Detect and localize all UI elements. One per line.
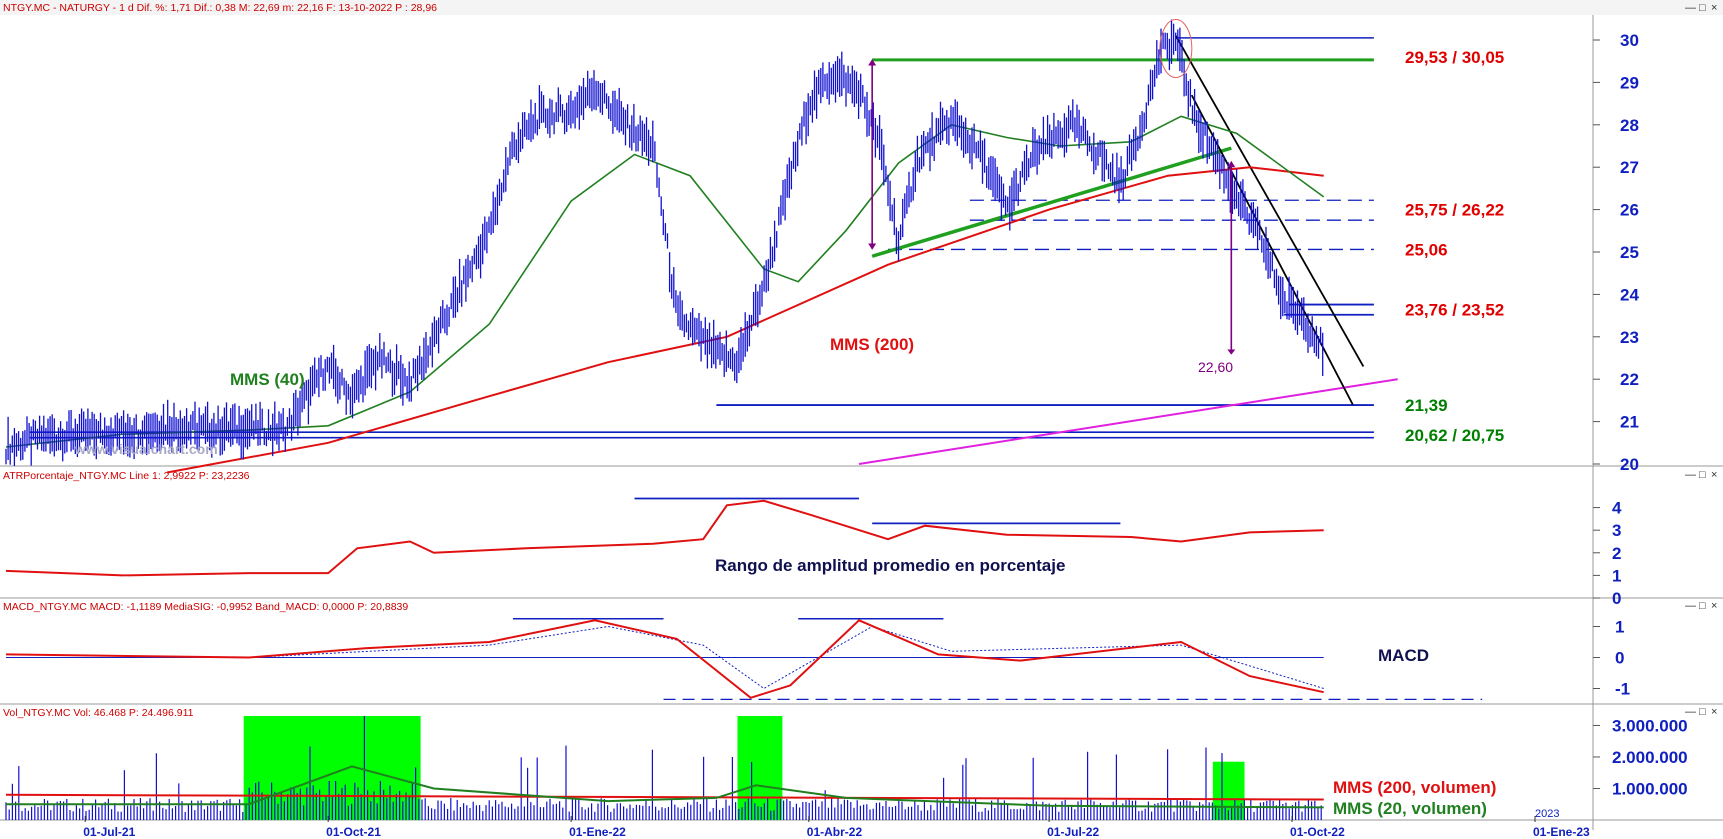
price-y-tick-label: 25 (1620, 243, 1639, 262)
x-tick-label: 01-Ene-22 (569, 825, 626, 839)
minimize-icon[interactable]: — (1685, 2, 1696, 14)
price-y-tick-label: 20 (1620, 455, 1639, 474)
volume-y-tick-label: 1.000.000 (1612, 779, 1688, 798)
atr-y-tick-label: 3 (1612, 521, 1621, 540)
watermark: www.visualchart.com (74, 441, 218, 457)
long-term-support-line (858, 378, 1398, 465)
maximize-icon[interactable]: □ (1699, 469, 1706, 481)
close-icon[interactable]: × (1711, 469, 1717, 481)
macd-y-tick-label: 0 (1615, 649, 1624, 668)
macd-signal-line (5, 625, 1324, 690)
axes: 01-Jul-21 01-Oct-21 01-Ene-22 01-Abr-22 01-J… (83, 816, 1590, 839)
minimize-icon[interactable]: — (1685, 469, 1696, 481)
atr-y-tick-label: 1 (1612, 566, 1621, 585)
level-label: 20,62 / 20,75 (1405, 426, 1504, 445)
price-y-tick-label: 30 (1620, 31, 1639, 50)
mms200-label: MMS (200) (830, 335, 914, 354)
macd-line (5, 619, 1324, 699)
mms40-label: MMS (40) (230, 370, 305, 389)
volume-highlight-zone (737, 716, 783, 820)
maximize-icon[interactable]: □ (1699, 600, 1706, 612)
price-panel-controls[interactable]: — □ × (1685, 2, 1717, 14)
ma40-line (5, 115, 1325, 448)
level-label: 23,76 / 23,52 (1405, 301, 1504, 320)
measure-arrow-1-tail (868, 243, 877, 250)
price-y-tick-label: 27 (1620, 158, 1639, 177)
top-highlight-circle (1159, 18, 1193, 78)
level-label: 21,39 (1405, 396, 1448, 415)
macd-y-tick-label: 1 (1615, 618, 1624, 637)
x-tick-label: 01-Jul-21 (83, 825, 135, 839)
macd-panel-header: MACD_NTGY.MC MACD: -1,1189 MediaSIG: -0,… (3, 601, 408, 613)
maximize-icon[interactable]: □ (1699, 2, 1706, 14)
atr-line (5, 499, 1324, 577)
volume-y-tick-label: 3.000.000 (1612, 716, 1688, 735)
level-label: 29,53 / 30,05 (1405, 48, 1504, 67)
year-marker: 2023 (1535, 808, 1559, 820)
rising-trendline (871, 146, 1232, 258)
channel-lower-line (1190, 94, 1354, 406)
atr-y-tick-label: 4 (1612, 499, 1622, 518)
x-tick-label: 01-Oct-22 (1290, 825, 1345, 839)
x-tick-label: 01-Jul-22 (1047, 825, 1099, 839)
minimize-icon[interactable]: — (1685, 706, 1696, 718)
x-tick-label: 01-Oct-21 (326, 825, 381, 839)
measure-arrow-2-tail (1227, 160, 1236, 168)
price-y-tick-label: 29 (1620, 73, 1639, 92)
volume-panel-header: Vol_NTGY.MC Vol: 46.468 P: 24.496.911 (3, 707, 194, 719)
price-y-tick-label: 28 (1620, 116, 1639, 135)
atr-y-tick-label: 0 (1612, 589, 1621, 608)
price-panel-header: NTGY.MC - NATURGY - 1 d Dif. %: 1,71 Dif… (3, 2, 437, 14)
macd-panel-controls[interactable]: — □ × (1685, 600, 1717, 612)
channel-upper-line (1175, 35, 1365, 367)
price-y-tick-label: 23 (1620, 328, 1639, 347)
price-y-tick-label: 21 (1620, 413, 1639, 432)
close-icon[interactable]: × (1711, 600, 1717, 612)
volume-ma200-line (5, 793, 1324, 801)
price-y-tick-label: 26 (1620, 201, 1639, 220)
maximize-icon[interactable]: □ (1699, 706, 1706, 718)
volume-panel: 3.000.000 2.000.000 1.000.000 (5, 716, 1688, 820)
ma200-line (166, 166, 1324, 474)
atr-description: Rango de amplitud promedio en porcentaje (715, 556, 1065, 575)
measure-arrow-1-head (868, 59, 877, 66)
x-tick-label: 01-Ene-23 (1533, 825, 1590, 839)
volume-ma20-line (6, 765, 1324, 809)
atr-panel-controls[interactable]: — □ × (1685, 469, 1717, 481)
volume-panel-controls[interactable]: — □ × (1685, 706, 1717, 718)
close-icon[interactable]: × (1711, 706, 1717, 718)
atr-panel: 4 3 2 1 0 (5, 497, 1622, 608)
macd-label: MACD (1378, 646, 1429, 665)
x-tick-label: 01-Abr-22 (807, 825, 863, 839)
atr-panel-header: ATRPorcentaje_NTGY.MC Line 1: 2,9922 P: … (3, 470, 250, 482)
macd-panel: 1 0 -1 (5, 618, 1630, 700)
volume-y-tick-label: 2.000.000 (1612, 748, 1688, 767)
price-y-tick-label: 22 (1620, 370, 1639, 389)
target-label: 22,60 (1198, 359, 1233, 375)
price-panel: 30 29 28 27 26 25 24 23 22 21 20 29,53 / 30,05 25,75… (5, 18, 1639, 474)
level-label: 25,06 (1405, 240, 1448, 259)
volume-ma20-legend: MMS (20, volumen) (1333, 799, 1487, 818)
price-y-tick-label: 24 (1620, 285, 1639, 304)
close-icon[interactable]: × (1711, 2, 1717, 14)
minimize-icon[interactable]: — (1685, 600, 1696, 612)
atr-y-tick-label: 2 (1612, 544, 1621, 563)
macd-y-tick-label: -1 (1615, 680, 1630, 699)
volume-ma200-legend: MMS (200, volumen) (1333, 778, 1496, 797)
level-label: 25,75 / 26,22 (1405, 201, 1504, 220)
measure-arrow-2-head (1227, 349, 1236, 355)
